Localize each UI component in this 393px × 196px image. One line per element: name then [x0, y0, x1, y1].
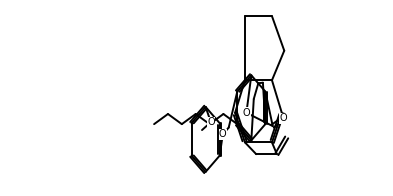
Text: O: O — [219, 130, 227, 140]
Text: O: O — [280, 113, 287, 123]
Text: O: O — [207, 117, 215, 127]
Text: O: O — [242, 108, 250, 118]
